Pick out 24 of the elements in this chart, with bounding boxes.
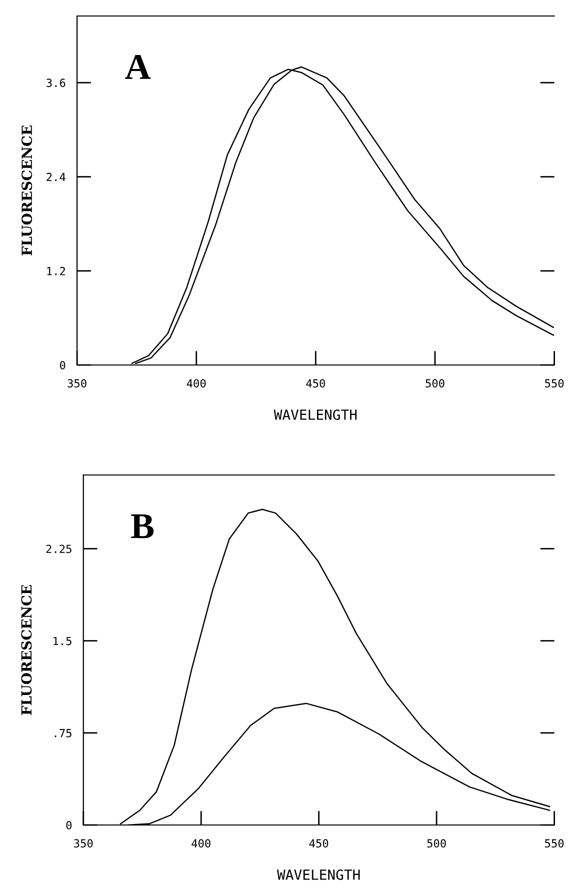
- x-tick-label: 450: [309, 839, 328, 848]
- x-tick-label: 400: [192, 839, 210, 848]
- y-tick-label: 0: [66, 821, 72, 830]
- x-axis-title: WAVELENGTH: [277, 869, 360, 880]
- y-tick-label: .75: [54, 729, 72, 738]
- x-axis-title: WAVELENGTH: [274, 409, 357, 420]
- annotation: A: [125, 54, 151, 79]
- x-tick-label: 550: [545, 839, 564, 848]
- x-tick-label: 350: [68, 379, 86, 388]
- x-tick-label: 350: [74, 839, 93, 848]
- y-tick-label: 2.25: [46, 544, 72, 554]
- x-tick-label: 500: [427, 839, 446, 848]
- x-tick-label: 400: [186, 379, 206, 388]
- y-axis-title: FLUORESCENCE: [22, 126, 32, 256]
- y-tick-label: 1.5: [54, 636, 72, 646]
- y-tick-label: 2.4: [46, 172, 66, 182]
- y-tick-label: 3.6: [46, 78, 66, 88]
- x-tick-label: 500: [426, 379, 444, 388]
- y-tick-label: 1.2: [47, 266, 65, 276]
- x-tick-label: 550: [545, 379, 564, 388]
- y-tick-label: 0: [60, 361, 66, 370]
- x-tick-label: 450: [306, 379, 325, 388]
- annotation: B: [131, 514, 154, 538]
- y-axis-title: FLUORESCENCE: [21, 585, 32, 715]
